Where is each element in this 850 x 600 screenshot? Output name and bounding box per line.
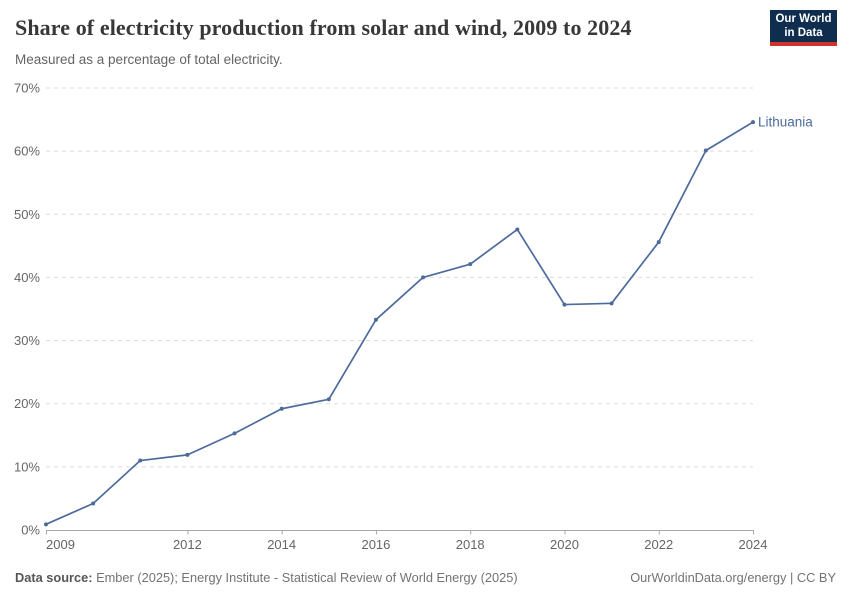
data-point[interactable]: [468, 262, 473, 267]
series-end-label: Lithuania: [758, 115, 813, 130]
y-tick-label: 0%: [21, 523, 40, 538]
data-line: [45, 121, 754, 526]
x-tick-label: 2022: [644, 537, 673, 552]
data-point[interactable]: [562, 302, 567, 307]
page-title: Share of electricity production from sol…: [15, 15, 632, 40]
data-point[interactable]: [232, 431, 237, 436]
data-source-text: Ember (2025); Energy Institute - Statist…: [92, 570, 518, 585]
x-tick-label: 2012: [173, 537, 202, 552]
y-tick-label: 10%: [14, 459, 40, 474]
x-tick-label: 2014: [267, 537, 296, 552]
owid-logo-line2: in Data: [784, 26, 823, 39]
y-tick-label: 60%: [14, 144, 40, 159]
data-source-label: Data source:: [15, 570, 93, 585]
data-point[interactable]: [751, 120, 755, 125]
data-point[interactable]: [609, 301, 614, 306]
owid-logo: Our World in Data: [770, 10, 837, 46]
x-tick-label: 2018: [456, 537, 485, 552]
owid-logo-line1: Our World: [775, 13, 832, 25]
y-tick-label: 70%: [14, 81, 40, 96]
data-point[interactable]: [138, 458, 143, 463]
x-tick-label: 2009: [46, 537, 75, 552]
y-tick-label: 40%: [14, 270, 40, 285]
data-point[interactable]: [703, 148, 708, 153]
data-point[interactable]: [421, 275, 426, 280]
chart-footer: Data source: Ember (2025); Energy Instit…: [15, 569, 836, 586]
x-tick-label: 2020: [550, 537, 579, 552]
data-source: Data source: Ember (2025); Energy Instit…: [15, 569, 518, 586]
data-point[interactable]: [279, 406, 284, 411]
y-tick-label: 30%: [14, 333, 40, 348]
data-point[interactable]: [326, 397, 331, 402]
credit-link[interactable]: OurWorldinData.org/energy | CC BY: [630, 570, 836, 585]
y-tick-label: 50%: [14, 207, 40, 222]
data-point[interactable]: [185, 452, 190, 457]
data-point[interactable]: [515, 227, 520, 232]
y-tick-label: 20%: [14, 396, 40, 411]
x-tick-label: 2016: [361, 537, 390, 552]
data-point[interactable]: [44, 522, 48, 527]
chart-subtitle: Measured as a percentage of total electr…: [15, 52, 283, 67]
data-point[interactable]: [656, 240, 661, 245]
data-point[interactable]: [373, 317, 378, 322]
data-point[interactable]: [91, 501, 96, 506]
x-tick-label: 2024: [739, 537, 768, 552]
